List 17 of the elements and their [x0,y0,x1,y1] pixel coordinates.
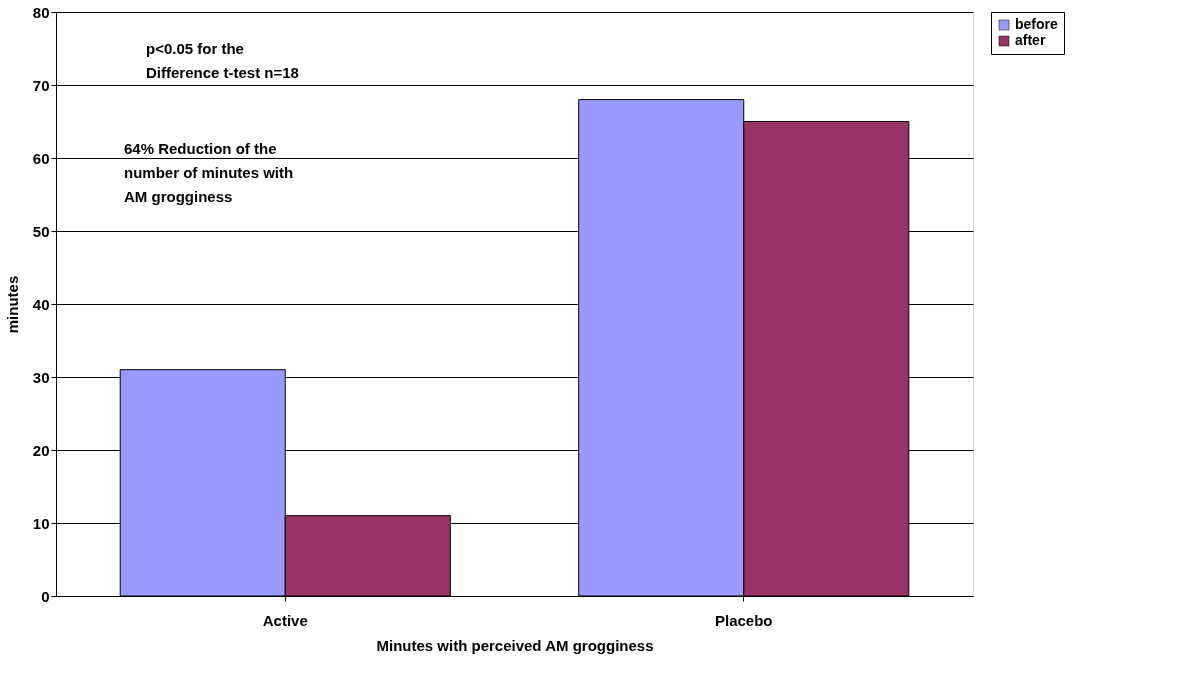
legend-label: after [1015,32,1046,48]
y-tick-label: 0 [41,587,50,605]
x-tick-label: Active [262,611,308,629]
y-tick-label: 20 [32,441,50,459]
y-tick-label: 10 [32,514,50,532]
y-tick-label: 70 [32,76,50,94]
legend-label: before [1015,16,1058,32]
y-tick-label: 60 [32,149,50,167]
y-axis-title: minutes [3,275,21,334]
x-tick-label: Placebo [714,611,773,629]
y-tick-label: 50 [32,222,50,240]
y-tick-label: 80 [32,3,50,21]
y-tick-label: 30 [32,368,50,386]
annotation: p<0.05 for the Difference t-test n=18 [146,40,299,81]
annotation: 64% Reduction of the number of minutes with AM grogginess [124,140,294,205]
y-tick-label: 40 [32,295,50,313]
x-axis-title: Minutes with perceived AM grogginess [376,636,654,654]
